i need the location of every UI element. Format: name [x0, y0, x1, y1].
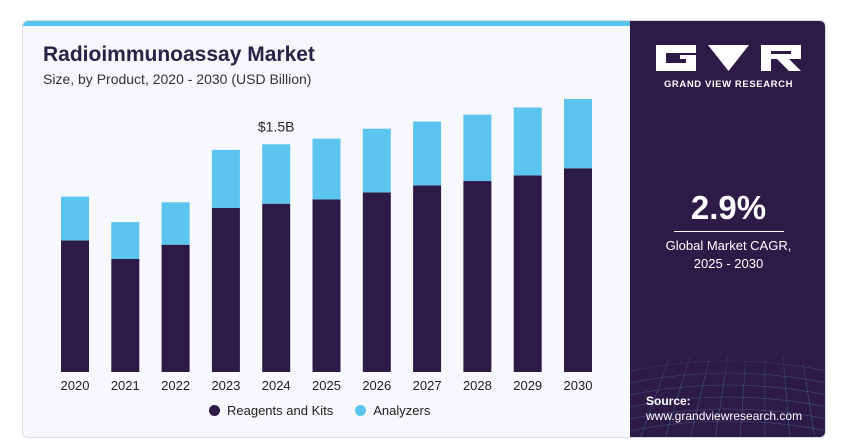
x-tick-label-2028: 2028 [463, 378, 492, 393]
legend-swatch-reagents [209, 405, 220, 416]
x-tick-label-2025: 2025 [312, 378, 341, 393]
legend-label-reagents: Reagents and Kits [227, 403, 334, 418]
chart-title: Radioimmunoassay Market [43, 43, 315, 66]
x-tick-label-2020: 2020 [61, 378, 90, 393]
legend-label-analyzers: Analyzers [373, 403, 431, 418]
bar-chart: 2020 2021 2022 2023 2024 2025 2026 2027 2028 2029… [61, 99, 593, 393]
cagr-label: Global Market CAGR, 2025 - 2030 [630, 237, 825, 273]
bar-analyzers-2028 [463, 114, 492, 182]
cagr-value: 2.9% [690, 189, 767, 226]
bar-reagents-2021 [111, 258, 140, 372]
bar-reagents-2024 [262, 203, 291, 372]
x-tick-label-2023: 2023 [211, 378, 240, 393]
bar-reagents-2029 [513, 175, 542, 372]
bar-analyzers-2026 [362, 128, 391, 193]
legend: Reagents and Kits Analyzers [209, 403, 452, 418]
bar-reagents-2026 [362, 192, 391, 372]
cagr-label-line2: 2025 - 2030 [693, 256, 764, 271]
bar-reagents-2028 [463, 181, 492, 372]
accent-bar [23, 21, 630, 26]
bar-reagents-2023 [211, 207, 240, 372]
legend-item-reagents: Reagents and Kits [209, 403, 333, 418]
bar-analyzers-2025 [312, 138, 341, 200]
x-tick-label-2021: 2021 [111, 378, 140, 393]
bar-analyzers-2023 [211, 149, 240, 208]
x-tick-label-2026: 2026 [362, 378, 391, 393]
chart-card: Radioimmunoassay Market Size, by Product… [22, 20, 826, 438]
side-panel: GRAND VIEW RESEARCH 2.9% Global Market C… [630, 21, 825, 437]
bar-reagents-2030 [564, 168, 592, 372]
source-label: Source: [646, 394, 691, 408]
bar-analyzers-2020 [61, 196, 89, 241]
bar-analyzers-2029 [513, 107, 542, 176]
grid-pattern-graphic [630, 341, 825, 437]
brand-name: GRAND VIEW RESEARCH [663, 79, 794, 90]
bar-reagents-2027 [413, 185, 442, 372]
bar-analyzers-2021 [111, 222, 140, 259]
data-label-2024: $1.5B [258, 118, 295, 134]
bar-reagents-2025 [312, 199, 341, 372]
x-tick-label-2027: 2027 [413, 378, 442, 393]
bar-reagents-2020 [61, 240, 89, 372]
cagr-divider [674, 231, 784, 232]
chart-subtitle: Size, by Product, 2020 - 2030 (USD Billi… [43, 71, 312, 87]
legend-item-analyzers: Analyzers [355, 403, 430, 418]
gvr-logo-graphic [656, 45, 801, 71]
source-url[interactable]: www.grandviewresearch.com [646, 409, 803, 423]
source-note: Source: www.grandviewresearch.com [646, 394, 802, 424]
legend-swatch-analyzers [355, 405, 367, 416]
bar-reagents-2022 [161, 244, 190, 372]
bar-analyzers-2027 [413, 121, 442, 186]
x-tick-label-2030: 2030 [564, 378, 593, 393]
x-tick-label-2029: 2029 [513, 378, 542, 393]
bar-analyzers-2022 [161, 202, 190, 245]
bar-analyzers-2024 [262, 144, 291, 204]
bar-analyzers-2030 [564, 99, 592, 169]
x-tick-label-2022: 2022 [161, 378, 190, 393]
cagr-label-line1: Global Market CAGR, [665, 238, 792, 253]
x-tick-label-2024: 2024 [262, 378, 291, 393]
